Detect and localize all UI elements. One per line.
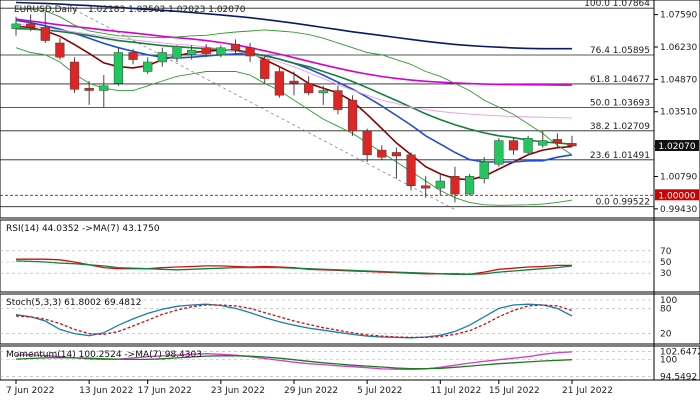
level-label: 80 xyxy=(660,304,672,314)
fib-label: 61.8 1.04677 xyxy=(590,75,650,85)
bear-candle xyxy=(26,23,36,28)
momentum-title: Momentum(14) 100.2524 ->MA(7) 98.4303 xyxy=(6,350,202,360)
bear-candle xyxy=(274,71,284,96)
x-axis: 7 Jun 2022 13 Jun 2022 17 Jun 2022 23 Jun 2… xyxy=(6,380,613,396)
level-label: 20 xyxy=(660,330,672,340)
date-tick-label: 7 Jun 2022 xyxy=(6,386,54,396)
price-tick-label: 1.03510 xyxy=(660,108,697,118)
ma-line-bb xyxy=(15,8,573,156)
bear-candle xyxy=(362,130,372,156)
indicator-line-mom_signal xyxy=(15,355,573,370)
bear-candle xyxy=(304,83,314,94)
fib-label: 23.6 1.01491 xyxy=(590,151,650,161)
fib-label: 76.4 1.05895 xyxy=(590,46,650,56)
bear-candle xyxy=(347,99,358,132)
bull-candle xyxy=(523,137,533,153)
bull-candle xyxy=(479,161,489,179)
level-label: 94.5492 xyxy=(660,372,697,382)
level-label: 102.6472 xyxy=(660,348,700,358)
ma-line-ma_magenta xyxy=(15,18,572,86)
bear-candle xyxy=(84,87,94,91)
date-tick-label: 11 Jul 2022 xyxy=(430,386,481,396)
bear-candle xyxy=(55,42,65,58)
bull-candle xyxy=(464,176,475,195)
bull-candle xyxy=(216,47,226,56)
stoch-title: Stoch(5,3,3) 61.8002 69.4812 xyxy=(6,298,141,308)
indicator-line-stoch_signal xyxy=(15,304,573,339)
bear-candle xyxy=(128,52,138,60)
bear-candle xyxy=(69,61,80,90)
parity-price-badge: 1.00000 xyxy=(655,189,699,201)
ma-line-ma_green xyxy=(15,27,573,146)
date-tick-label: 15 Jul 2022 xyxy=(489,386,540,396)
level-label: 70 xyxy=(660,247,672,257)
bull-candle xyxy=(435,180,445,189)
bull-candle xyxy=(186,49,197,56)
bear-candle xyxy=(40,27,50,41)
bull-candle xyxy=(172,46,182,59)
date-tick-label: 5 Jul 2022 xyxy=(357,386,402,396)
bear-candle xyxy=(245,47,255,57)
ma-line-ma_navy xyxy=(15,1,572,50)
bull-candle xyxy=(113,52,124,84)
level-label: 50 xyxy=(660,258,672,268)
fib-label: 100.0 1.07864 xyxy=(584,0,650,9)
bear-candle xyxy=(421,185,431,189)
stoch-panel-frame xyxy=(0,293,700,345)
bear-candle xyxy=(230,43,241,51)
ma-line-ma_pink xyxy=(15,23,573,119)
bull-candle xyxy=(318,90,328,94)
fib-label: 38.2 1.02709 xyxy=(590,122,650,132)
rsi-panel-frame xyxy=(0,219,700,293)
level-label: 30 xyxy=(660,269,672,279)
indicator-line-stoch_main xyxy=(15,303,573,339)
level-label: 100 xyxy=(660,296,677,306)
bull-candle xyxy=(157,52,167,63)
bull-candle xyxy=(538,140,548,146)
bear-candle xyxy=(552,139,562,144)
bear-candle xyxy=(201,47,211,54)
ohlc-readout: 1.02183 1.02502 1.02023 1.02070 xyxy=(88,5,246,15)
bear-candle xyxy=(333,90,343,110)
date-tick-label: 13 Jun 2022 xyxy=(79,386,133,396)
indicator-line-ma_green xyxy=(15,260,573,275)
svg-text:1.02070: 1.02070 xyxy=(658,142,695,152)
bear-candle xyxy=(377,149,387,158)
bull-candle xyxy=(99,85,109,91)
bear-candle xyxy=(567,143,577,147)
price-tick-label: 1.07590 xyxy=(660,11,697,21)
bear-candle xyxy=(289,80,299,84)
bear-candle xyxy=(406,154,416,186)
bear-candle xyxy=(508,140,519,151)
fib-label: 50.0 1.03693 xyxy=(590,98,650,108)
price-tick-label: 1.06230 xyxy=(660,43,697,53)
current-price-badge: 1.02070 xyxy=(655,140,699,152)
date-tick-label: 21 Jul 2022 xyxy=(562,386,613,396)
date-tick-label: 29 Jun 2022 xyxy=(284,386,338,396)
price-tick-label: 1.00790 xyxy=(660,172,697,182)
bull-candle xyxy=(11,23,21,29)
date-tick-label: 23 Jun 2022 xyxy=(211,386,265,396)
date-tick-label: 17 Jun 2022 xyxy=(138,386,192,396)
bull-candle xyxy=(494,140,504,165)
fib-label: 0.0 0.99522 xyxy=(596,198,650,208)
main-price-panel: 100.0 1.07864 76.4 1.05895 61.8 1.04677 50.… xyxy=(0,0,697,215)
bear-candle xyxy=(450,176,460,195)
price-tick-label: 1.04870 xyxy=(660,75,697,85)
svg-text:1.00000: 1.00000 xyxy=(658,191,695,201)
level-label: 100 xyxy=(660,356,677,366)
rsi-title: RSI(14) 44.0352 ->MA(7) 43.1750 xyxy=(6,224,160,234)
price-tick-label: 0.99430 xyxy=(660,205,697,215)
symbol-label: EURUSD,Daily xyxy=(14,5,78,15)
bear-candle xyxy=(260,59,270,79)
bear-candle xyxy=(391,152,402,157)
bull-candle xyxy=(143,61,153,72)
ma-line-bb xyxy=(15,47,573,206)
